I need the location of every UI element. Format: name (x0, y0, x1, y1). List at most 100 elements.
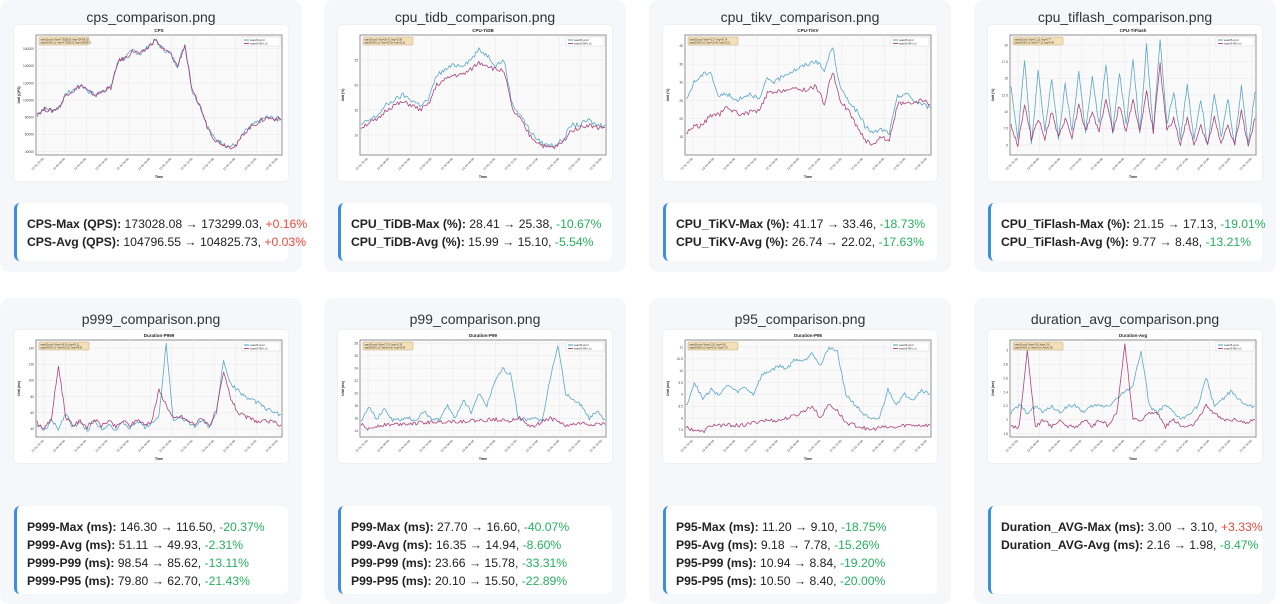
stat-change: -20.00% (839, 574, 886, 588)
chart-image: CPU-TiFlash 5 7.5 10 12.5 15 17.5 20 12-01 22:00… (988, 25, 1262, 181)
x-tick-label: 12-02 10:00 (1132, 439, 1146, 453)
stat-value: 104796.55 → 104825.73, (123, 235, 265, 249)
series-line-saas05-prod (1010, 350, 1256, 420)
x-tick-label: 12-02 14:00 (525, 439, 539, 453)
x-tick-label: 12-02 08:00 (137, 157, 151, 171)
y-tick-label: 120000 (23, 81, 34, 85)
y-axis-label: Unit (%) (341, 89, 345, 102)
y-tick-label: 28 (354, 341, 358, 345)
stats-box: CPU_TiKV-Max (%): 41.17 → 33.46, -18.73%… (663, 203, 937, 261)
x-tick-label: 12-02 00:00 (52, 439, 66, 453)
y-tick-label: 25 (354, 58, 358, 62)
legend-label: saas05-854_v1 (574, 347, 592, 351)
x-axis-label: Time (1129, 175, 1137, 179)
stat-change: -19.20% (839, 556, 886, 570)
stat-value: 9.18 → 7.78, (760, 538, 835, 552)
stat-label: CPU_TiDB-Max (%): (351, 217, 466, 231)
stats-annotation: saas05-prod: Max=21.15, Avg=9.77saas05-8… (1012, 36, 1064, 46)
legend-label: saas05-prod (574, 343, 589, 347)
x-tick-label: 12-02 20:00 (589, 157, 603, 171)
stat-value: 21.15 → 17.13, (1133, 217, 1221, 231)
x-tick-label: 12-02 16:00 (871, 439, 885, 453)
chart-svg: Duration-Avg 1.8 2 2.2 2.4 2.6 2.8 3 12-01 22:00… (991, 333, 1257, 461)
series-line-saas05-prod (360, 47, 606, 148)
x-tick-label: 12-02 06:00 (440, 157, 454, 171)
x-tick-label: 12-01 22:00 (680, 439, 694, 453)
y-tick-label: 9.5 (678, 381, 683, 385)
x-tick-label: 12-01 22:00 (31, 157, 45, 171)
chart-title: CPU-TiFlash (1120, 28, 1147, 33)
x-tick-label: 12-02 02:00 (73, 439, 87, 453)
stat-value: 27.70 → 16.60, (437, 520, 524, 534)
stat-value: 26.74 → 22.02, (791, 235, 879, 249)
x-tick-label: 12-02 08:00 (461, 157, 475, 171)
stat-value: 23.66 → 15.78, (435, 556, 522, 570)
annotation-box (38, 36, 90, 46)
stat-label: P999-P95 (ms): (27, 574, 115, 588)
stat-label: P999-Max (ms): (27, 520, 117, 534)
y-tick-label: 20 (354, 83, 358, 87)
plot-area (684, 339, 932, 438)
plot-area (35, 339, 283, 438)
stat-line: P999-P95 (ms): 79.80 → 62.70, -21.43% (27, 572, 288, 590)
stat-label: Duration_AVG-Max (ms): (1001, 520, 1145, 534)
legend-box (241, 36, 281, 47)
chart-title: Duration-Avg (1119, 333, 1148, 338)
x-tick-label: 12-02 06:00 (765, 439, 779, 453)
stat-line: CPU_TiDB-Max (%): 28.41 → 25.38, -10.67% (351, 215, 612, 233)
x-tick-label: 12-02 08:00 (1111, 439, 1125, 453)
x-tick-label: 12-02 12:00 (828, 439, 842, 453)
y-tick-label: 2.8 (1003, 363, 1008, 367)
series-line-saas05-854_v1 (685, 73, 931, 146)
x-tick-label: 12-02 16:00 (871, 157, 885, 171)
y-tick-label: 10 (1004, 110, 1008, 114)
stat-line: CPU_TiKV-Avg (%): 26.74 → 22.02, -17.63% (676, 233, 937, 251)
series-line-saas05-prod (360, 345, 606, 422)
x-tick-label: 12-02 10:00 (158, 157, 172, 171)
legend-label: saas05-prod (899, 343, 914, 347)
x-tick-label: 12-02 00:00 (52, 157, 66, 171)
y-tick-label: 40 (30, 427, 34, 431)
series-line-saas05-prod (1010, 39, 1256, 146)
y-tick-label: 10.5 (677, 357, 684, 361)
x-tick-label: 12-02 20:00 (265, 157, 279, 171)
stat-label: CPU_TiKV-Avg (%): (676, 235, 789, 249)
stat-label: CPS-Avg (QPS): (27, 235, 120, 249)
annotation-text: saas05-prod: Max=21.15, Avg=9.77 (1015, 38, 1052, 41)
stat-change: +0.03% (264, 235, 307, 249)
x-tick-label: 12-02 12:00 (179, 439, 193, 453)
series-line-saas05-prod (685, 346, 931, 420)
stat-label: P95-P95 (ms): (676, 574, 757, 588)
chart-image: Duration-Avg 1.8 2 2.2 2.4 2.6 2.8 3 12-01 22:00… (988, 330, 1262, 463)
stat-value: 3.00 → 3.10, (1147, 520, 1221, 534)
y-axis-label: Unit (%) (991, 89, 995, 102)
annotation-text: saas05-854_v1: Max=25.38, Avg=15.10 (365, 42, 406, 45)
y-tick-label: 5 (1006, 143, 1008, 147)
x-tick-label: 12-02 06:00 (440, 439, 454, 453)
stat-value: 41.17 → 33.46, (792, 217, 880, 231)
annotation-box (1012, 36, 1064, 46)
y-tick-label: 15 (1004, 77, 1008, 81)
series-line-saas05-854_v1 (685, 404, 931, 434)
stats-box: CPS-Max (QPS): 173028.08 → 173299.03, +0… (14, 203, 307, 261)
x-tick-label: 12-02 06:00 (116, 157, 130, 171)
x-tick-label: 12-02 18:00 (567, 157, 581, 171)
legend-box (890, 341, 930, 352)
x-tick-label: 12-02 14:00 (1175, 157, 1189, 171)
stat-change: -20.37% (219, 520, 265, 534)
x-tick-label: 12-02 20:00 (914, 439, 928, 453)
annotation-text: saas05-prod: Max=27.70, Avg=16.35 (365, 343, 403, 346)
annotation-text: saas05-854_v1: Max=17.13, Avg=8.48 (1015, 42, 1055, 45)
stat-change: +3.33% (1220, 520, 1263, 534)
x-tick-label: 12-02 14:00 (201, 157, 215, 171)
chart-svg: Duration-P99 14 16 18 20 22 24 26 28 12-01 22:00 1… (341, 333, 607, 461)
stat-value: 98.54 → 85.62, (117, 556, 205, 570)
x-tick-label: 12-02 12:00 (1153, 439, 1167, 453)
y-tick-label: 9 (681, 393, 683, 397)
x-tick-label: 12-02 08:00 (786, 157, 800, 171)
stat-change: -13.21% (1205, 235, 1251, 249)
chart-filename: cpu_tikv_comparison.png (720, 9, 880, 25)
x-tick-label: 12-02 02:00 (1047, 157, 1061, 171)
chart-svg: CPS 40000 60000 80000 100000 120000 140000 1600… (17, 28, 283, 179)
plot-area (1009, 339, 1257, 438)
